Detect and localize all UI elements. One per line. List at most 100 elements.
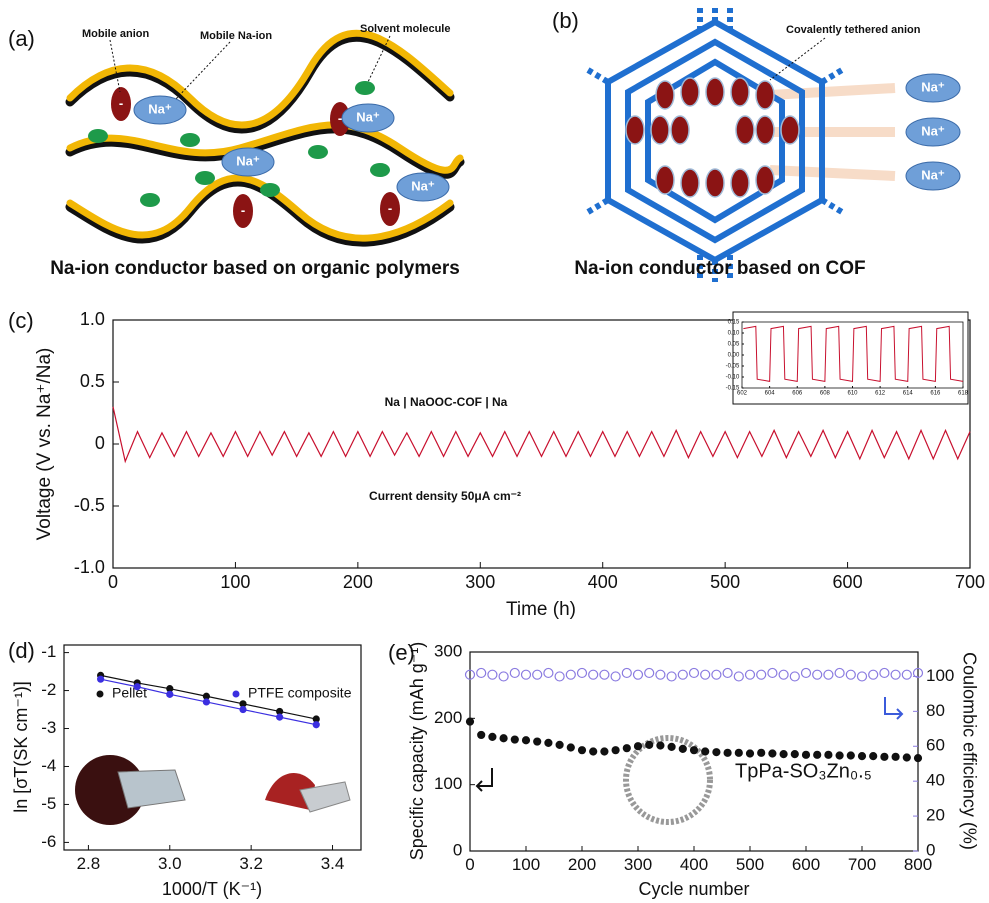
ion-path [769, 165, 896, 181]
x-axis-label: Time (h) [506, 599, 576, 620]
x-tick-label: 612 [875, 391, 886, 397]
annotation: Covalently tethered anion [786, 24, 921, 36]
legend-label: PTFE composite [248, 685, 352, 701]
sodium-ion [133, 95, 450, 202]
solvent-molecule [88, 81, 390, 207]
y-tick-label: 200 [434, 708, 462, 727]
panel-label: (b) [552, 8, 579, 33]
data-point [554, 671, 565, 682]
polymer-chain [65, 177, 455, 247]
data-point [678, 744, 687, 753]
x-tick-label: 100 [512, 855, 540, 874]
solvent-molecule [370, 163, 390, 177]
sodium-ion [396, 172, 450, 202]
data-point [723, 748, 732, 757]
data-point [722, 667, 733, 679]
data-point [891, 752, 900, 761]
y2-tick-label: 20 [926, 806, 945, 825]
x-tick-label: 618 [958, 391, 969, 397]
data-point [510, 735, 519, 744]
data-point [477, 730, 486, 740]
polymer-chain [66, 174, 454, 242]
data-point [276, 713, 284, 721]
data-point [789, 671, 800, 682]
annotation: TpPa-SO₃Zn₀.₅ [735, 760, 872, 782]
polymer-chain [65, 29, 465, 247]
pointer-line [174, 41, 231, 101]
data-point [577, 746, 587, 755]
axis-arrow [478, 768, 493, 787]
data-point [701, 747, 710, 756]
y2-tick-label: 100 [926, 666, 954, 685]
polymer-chain [66, 121, 464, 174]
tethered-anion [705, 77, 725, 107]
data-point [757, 748, 766, 757]
annotation: Mobile Na-ion [200, 30, 272, 42]
data-point [801, 750, 811, 759]
tethered-anion [730, 168, 750, 198]
ion-label: Na⁺ [236, 153, 260, 168]
anion [380, 192, 400, 226]
panel-label: (e) [388, 640, 415, 665]
x-tick-label: 0 [108, 572, 118, 592]
x-tick-label: 700 [848, 855, 876, 874]
data-point [633, 742, 643, 751]
data-point [610, 671, 621, 682]
x-tick-label: 200 [568, 855, 596, 874]
data-point [901, 669, 912, 680]
annotation: Current density 50μA cm⁻² [369, 489, 521, 503]
y-tick-label: -5 [41, 794, 56, 813]
data-point [779, 750, 788, 759]
tethered-anion [755, 115, 775, 145]
data-point [555, 740, 564, 749]
data-point [589, 747, 598, 756]
solvent-molecule [308, 145, 328, 159]
x-tick-label: 3.2 [239, 854, 263, 873]
sodium-ion [905, 161, 961, 191]
x-tick-label: 400 [588, 572, 618, 592]
x-tick-label: 608 [820, 391, 831, 397]
tethered-anion [735, 115, 755, 145]
ion-label: Na⁺ [411, 178, 435, 193]
y-tick-label: 100 [434, 774, 462, 793]
data-point [790, 750, 799, 759]
y-tick-label: 0.15 [728, 320, 740, 326]
data-point [533, 737, 542, 746]
sample-photo [75, 755, 351, 825]
x-tick-label: 800 [904, 855, 932, 874]
data-point [913, 754, 923, 763]
data-point [655, 669, 666, 680]
data-point [712, 748, 721, 757]
data-point [880, 752, 889, 761]
data-point [711, 669, 722, 680]
data-point [689, 746, 699, 755]
legend-marker [232, 690, 240, 698]
legend-label: Pellet [112, 685, 147, 701]
data-point [476, 667, 487, 679]
ion-path [769, 83, 896, 100]
tethered-anion [780, 115, 800, 145]
data-point [611, 746, 620, 755]
tethered-anion [705, 168, 725, 198]
y2-tick-label: 0 [926, 840, 935, 859]
data-point [532, 669, 543, 680]
y2-axis-label: Coulombic efficiency (%) [959, 652, 979, 850]
x-tick-label: 616 [930, 391, 941, 397]
data-point [488, 732, 497, 742]
y-axis-label: Voltage (V vs. Na⁺/Na) [34, 348, 55, 541]
pointer-line [769, 37, 826, 81]
data-point [599, 669, 610, 680]
sample-photo [265, 773, 315, 810]
data-point [767, 667, 778, 679]
sodium-ion [905, 117, 961, 147]
data-line [112, 406, 971, 464]
data-point [509, 667, 520, 679]
data-point [835, 751, 844, 760]
data-point [656, 741, 665, 750]
x-tick-label: 300 [624, 855, 652, 874]
solvent-molecule [260, 183, 280, 197]
sodium-ion [341, 103, 395, 133]
data-point [902, 753, 911, 762]
x-tick-label: 700 [955, 572, 985, 592]
data-point [812, 669, 823, 680]
